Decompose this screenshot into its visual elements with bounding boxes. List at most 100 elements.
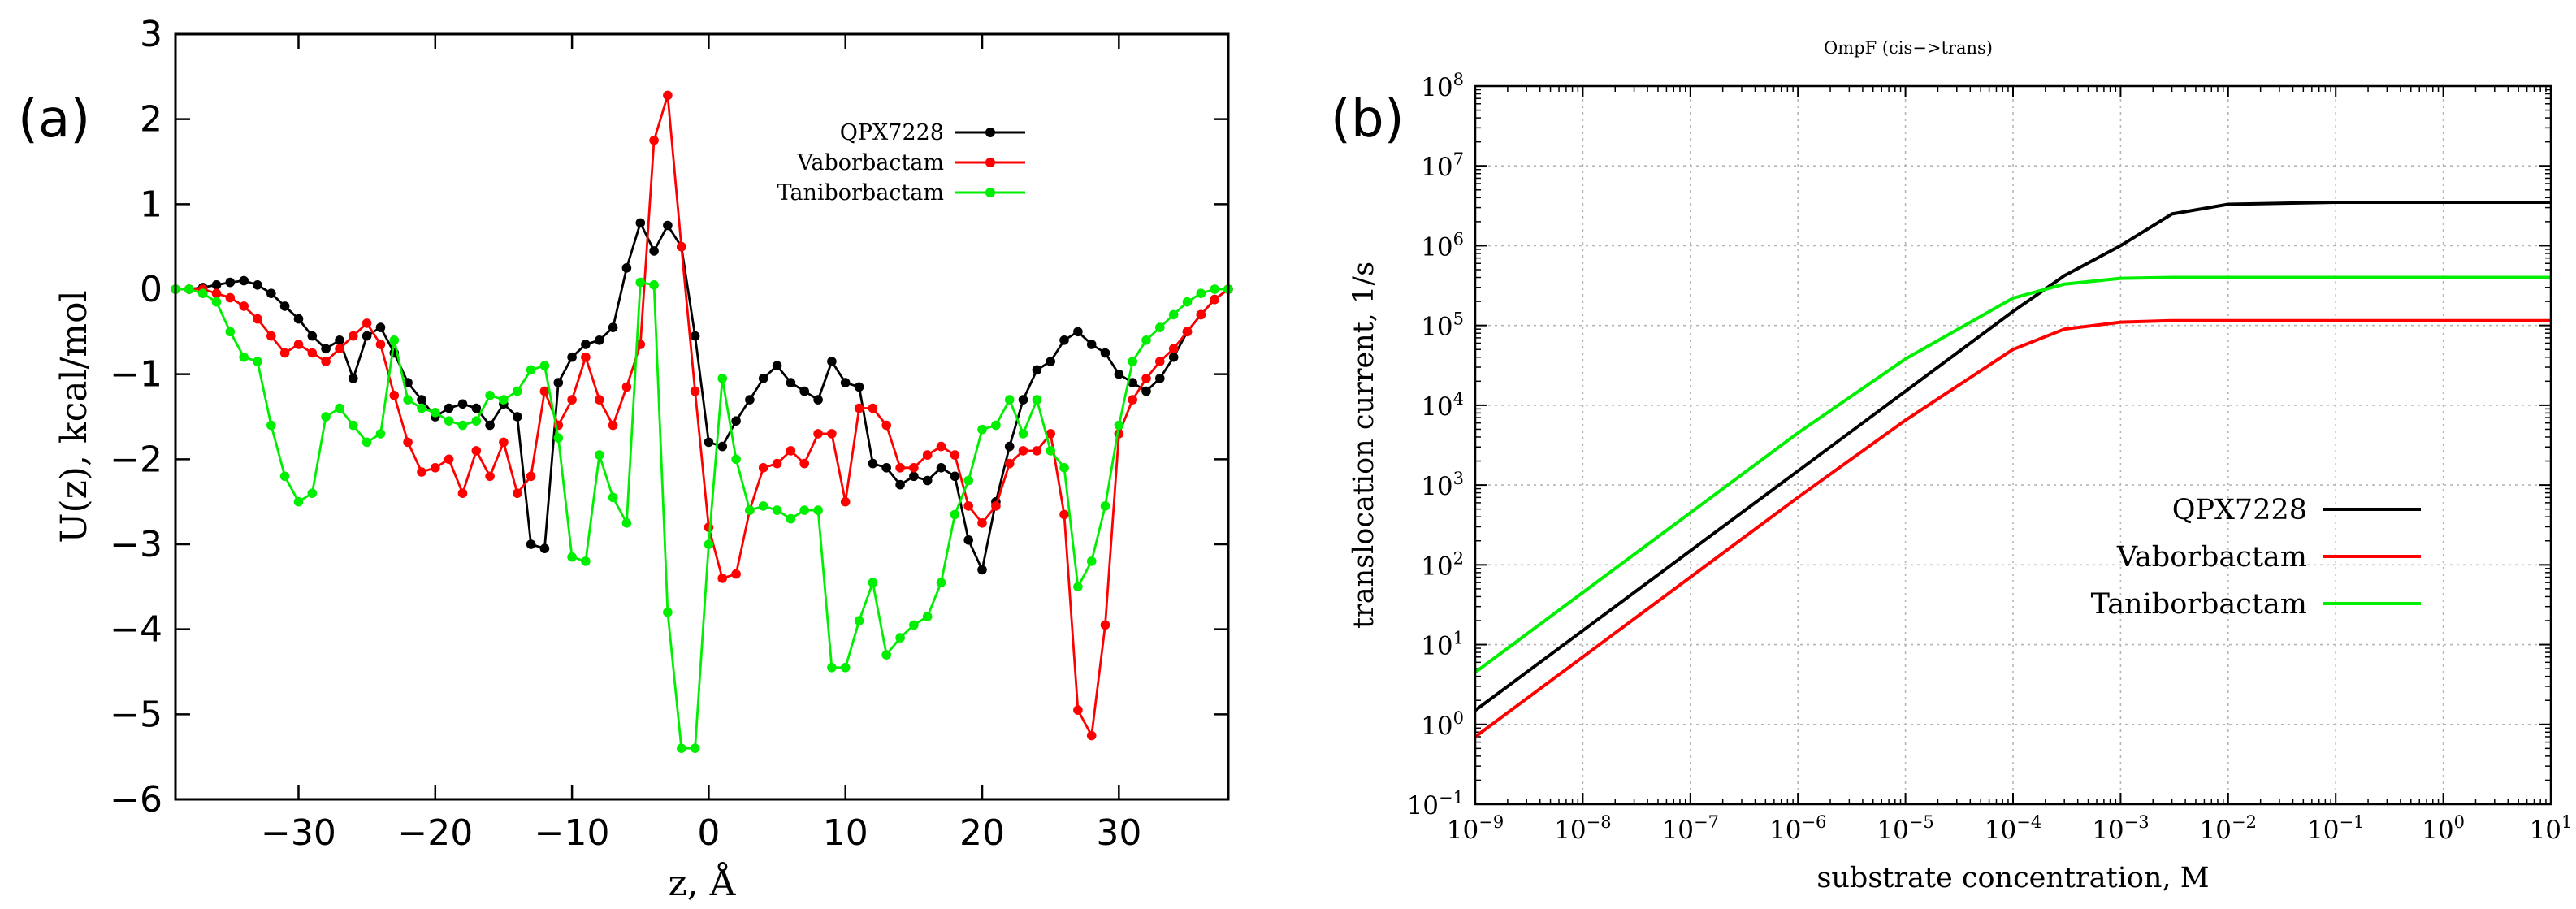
data-point-taniborbactam: [279, 471, 290, 482]
data-point-vaborbactam: [539, 386, 550, 396]
data-point-qpx7228: [1168, 352, 1179, 362]
x-tick-label: 10−7: [1662, 812, 1719, 845]
series-taniborbactam: [171, 277, 1233, 753]
data-point-qpx7228: [717, 441, 727, 452]
panel-a-plot-frame: [174, 32, 1230, 801]
data-point-qpx7228: [635, 218, 646, 228]
data-point-qpx7228: [813, 395, 823, 405]
x-tick-label: 10−6: [1769, 812, 1826, 845]
data-point-vaborbactam: [772, 458, 782, 469]
data-point-qpx7228: [1032, 365, 1042, 375]
data-point-vaborbactam: [375, 340, 386, 349]
data-point-vaborbactam: [677, 241, 686, 252]
data-point-vaborbactam: [457, 488, 468, 498]
data-point-qpx7228: [1114, 369, 1124, 379]
data-point-vaborbactam: [307, 348, 318, 358]
data-point-taniborbactam: [403, 395, 413, 405]
data-point-vaborbactam: [349, 331, 358, 341]
data-point-qpx7228: [349, 374, 358, 383]
data-point-vaborbactam: [1046, 429, 1055, 439]
data-point-taniborbactam: [868, 578, 878, 587]
x-tick-label: 10−4: [1985, 812, 2041, 845]
data-point-vaborbactam: [1073, 705, 1083, 715]
data-point-qpx7228: [731, 416, 741, 426]
data-point-taniborbactam: [239, 352, 249, 362]
legend-label-vaborbactam: Vaborbactam: [2116, 541, 2307, 574]
data-point-vaborbactam: [1128, 395, 1137, 405]
data-point-taniborbactam: [854, 616, 864, 625]
data-point-vaborbactam: [362, 318, 372, 328]
data-point-vaborbactam: [854, 403, 864, 413]
data-point-taniborbactam: [1046, 446, 1055, 456]
data-point-vaborbactam: [950, 450, 960, 460]
y-tick-label: 106: [1421, 229, 1464, 262]
legend-label-qpx7228: QPX7228: [2172, 494, 2307, 526]
data-point-qpx7228: [375, 322, 386, 332]
data-point-qpx7228: [690, 331, 700, 341]
panel-b-title: OmpF (cis−>trans): [1824, 38, 1993, 58]
y-tick-label: −4: [110, 609, 162, 651]
series-line-vaborbactam: [1474, 318, 2551, 738]
data-point-taniborbactam: [225, 327, 236, 337]
x-tick-label: 10: [823, 812, 868, 854]
data-point-vaborbactam: [813, 429, 823, 439]
data-point-taniborbactam: [690, 743, 700, 753]
data-point-vaborbactam: [608, 420, 618, 431]
data-point-qpx7228: [758, 374, 768, 383]
data-point-taniborbactam: [704, 539, 714, 549]
data-point-qpx7228: [1100, 348, 1110, 358]
data-point-taniborbactam: [1155, 322, 1165, 332]
data-point-qpx7228: [553, 378, 564, 387]
data-point-taniborbactam: [608, 492, 618, 503]
data-point-qpx7228: [225, 277, 236, 288]
data-point-taniborbactam: [1073, 582, 1083, 592]
data-point-qpx7228: [307, 331, 318, 341]
data-point-taniborbactam: [471, 416, 482, 426]
y-tick-label: 108: [1421, 70, 1464, 102]
data-point-vaborbactam: [895, 463, 905, 473]
data-point-vaborbactam: [1086, 730, 1097, 741]
y-tick-label: 3: [140, 14, 162, 55]
data-point-taniborbactam: [513, 386, 522, 396]
data-point-taniborbactam: [1128, 357, 1137, 366]
x-tick-label: 30: [1096, 812, 1141, 854]
data-point-taniborbactam: [211, 297, 222, 307]
data-point-taniborbactam: [1182, 297, 1193, 307]
data-point-vaborbactam: [417, 467, 426, 477]
data-point-taniborbactam: [321, 412, 331, 422]
data-point-taniborbactam: [197, 288, 208, 299]
data-point-qpx7228: [854, 382, 864, 392]
data-point-taniborbactam: [991, 420, 1001, 431]
data-point-qpx7228: [253, 280, 262, 290]
data-point-taniborbactam: [963, 475, 973, 486]
data-point-qpx7228: [279, 301, 290, 311]
data-point-vaborbactam: [211, 288, 222, 299]
panel-b-legend: QPX7228 Vaborbactam Taniborbactam: [2091, 494, 2421, 621]
data-point-taniborbactam: [266, 420, 276, 431]
legend-marker-qpx7228: [985, 128, 995, 137]
data-point-qpx7228: [663, 220, 673, 231]
data-point-vaborbactam: [253, 314, 262, 324]
data-point-qpx7228: [909, 471, 919, 482]
data-point-qpx7228: [922, 475, 933, 486]
data-point-taniborbactam: [1032, 395, 1042, 405]
data-point-taniborbactam: [444, 416, 454, 426]
x-tick-label: −20: [397, 812, 473, 854]
y-tick-label: 10−1: [1407, 788, 1464, 820]
y-tick-label: 0: [140, 269, 162, 310]
series-line-qpx7228: [1474, 201, 2551, 712]
data-point-vaborbactam: [225, 292, 236, 303]
x-tick-label: 20: [959, 812, 1005, 854]
data-point-taniborbactam: [1168, 309, 1179, 320]
data-point-qpx7228: [444, 403, 454, 413]
data-point-taniborbactam: [307, 488, 318, 498]
data-point-qpx7228: [211, 280, 222, 290]
data-point-taniborbactam: [1004, 395, 1015, 405]
data-point-vaborbactam: [266, 331, 276, 341]
data-point-vaborbactam: [389, 391, 400, 400]
data-point-taniborbactam: [758, 501, 768, 511]
data-point-qpx7228: [1073, 327, 1083, 337]
x-tick-label: 0: [697, 812, 720, 854]
